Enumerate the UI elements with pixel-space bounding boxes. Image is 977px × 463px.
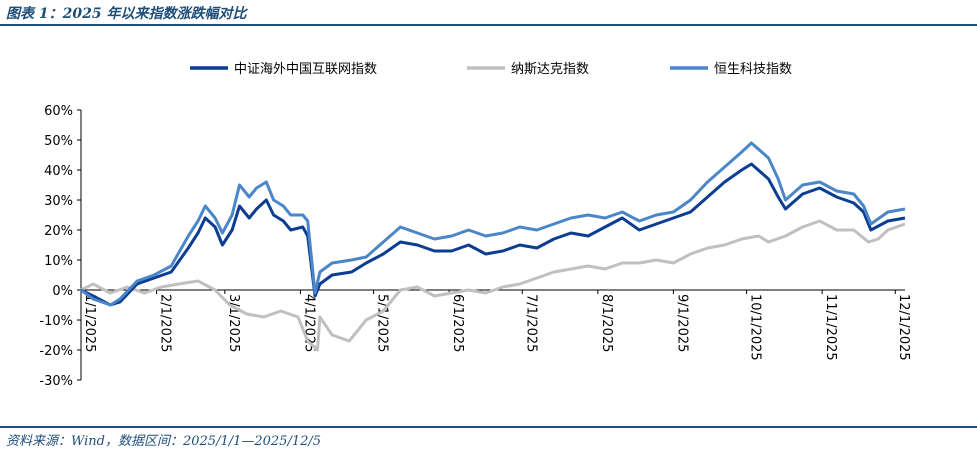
x-tick-label: 6/1/2025 xyxy=(450,294,465,352)
y-tick-label: 0% xyxy=(52,284,73,299)
x-tick-label: 9/1/2025 xyxy=(674,294,689,352)
legend-label: 中证海外中国互联网指数 xyxy=(234,62,377,77)
x-tick-label: 11/1/2025 xyxy=(823,294,838,361)
x-tick-label: 2/1/2025 xyxy=(158,294,173,352)
y-tick-label: 30% xyxy=(44,194,73,209)
legend-label: 恒生科技指数 xyxy=(714,62,792,77)
figure-title: 图表 1：2025 年以来指数涨跌幅对比 xyxy=(6,6,247,22)
y-tick-label: 60% xyxy=(44,104,73,119)
series-line-2 xyxy=(80,219,906,352)
y-tick-label: 10% xyxy=(44,254,73,269)
x-tick-label: 1/1/2025 xyxy=(82,294,97,352)
y-tick-label: -20% xyxy=(39,344,73,359)
series-line-3 xyxy=(80,141,906,307)
top-rule xyxy=(0,24,977,26)
series-lines xyxy=(80,141,906,352)
legend-label: 纳斯达克指数 xyxy=(511,62,589,77)
y-tick-label: 50% xyxy=(44,134,73,149)
x-tick-label: 7/1/2025 xyxy=(523,294,538,352)
x-tick-label: 12/1/2025 xyxy=(896,294,911,361)
y-tick-label: 20% xyxy=(44,224,73,239)
source-note: 资料来源：Wind，数据区间：2025/1/1—2025/12/5 xyxy=(6,434,322,449)
x-tick-label: 8/1/2025 xyxy=(599,294,614,352)
y-tick-label: -10% xyxy=(39,314,73,329)
y-tick-label: -30% xyxy=(39,374,73,389)
x-tick-label: 10/1/2025 xyxy=(748,294,763,361)
legend: 中证海外中国互联网指数 纳斯达克指数 恒生科技指数 xyxy=(190,62,792,77)
series-line-1 xyxy=(80,162,906,307)
x-tick-label: 5/1/2025 xyxy=(375,294,390,352)
axes: 60% 50% 40% 30% 20% 10% 0% -10% -20% -30% 1/1/2025… xyxy=(39,104,911,389)
y-tick-label: 40% xyxy=(44,164,73,179)
bottom-rule xyxy=(0,426,977,428)
